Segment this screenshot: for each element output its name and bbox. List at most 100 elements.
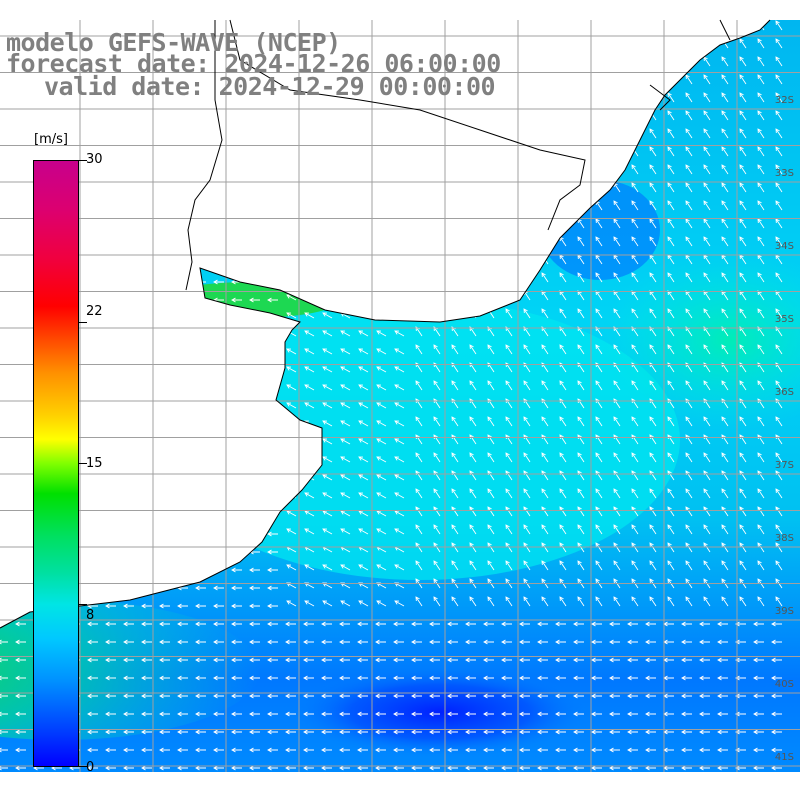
wind-arrow: [195, 747, 206, 753]
wind-arrow: [15, 675, 26, 681]
wind-arrow: [681, 729, 692, 735]
wind-arrow: [447, 675, 458, 681]
wind-arrow: [505, 110, 513, 121]
wind-arrow: [703, 74, 711, 85]
wind-arrow: [721, 524, 729, 535]
wind-arrow: [286, 132, 297, 139]
wind-arrow: [775, 308, 783, 319]
wind-arrow: [322, 564, 333, 571]
wind-arrow: [447, 621, 458, 627]
wind-arrow: [555, 729, 566, 735]
wind-arrow: [649, 506, 657, 517]
wind-arrow: [141, 135, 152, 141]
wind-arrow: [267, 423, 278, 429]
wind-arrow: [667, 416, 675, 427]
wind-arrow: [303, 621, 314, 627]
wind-arrow: [577, 488, 585, 499]
wind-arrow: [141, 603, 152, 609]
wind-arrow: [357, 765, 368, 771]
wind-arrow: [375, 765, 386, 771]
wind-arrow: [33, 117, 44, 123]
wind-arrow: [501, 765, 512, 771]
wind-arrow: [321, 747, 332, 753]
wind-arrow: [267, 711, 278, 717]
colorbar-tick: [79, 321, 87, 323]
wind-arrow: [286, 456, 297, 463]
wind-arrow: [177, 315, 188, 321]
wind-arrow: [667, 560, 675, 571]
wind-arrow: [340, 366, 351, 373]
wind-arrow: [87, 477, 98, 483]
wind-arrow: [541, 452, 549, 463]
wind-arrow: [757, 380, 765, 391]
wind-arrow: [141, 747, 152, 753]
wind-arrow: [685, 452, 693, 463]
wind-arrow: [537, 693, 548, 699]
wind-arrow: [555, 639, 566, 645]
wind-arrow: [541, 416, 549, 427]
wind-arrow: [523, 344, 531, 355]
wind-arrow: [213, 459, 224, 465]
wind-arrow: [213, 495, 224, 501]
wind-arrow: [231, 765, 242, 771]
wind-arrow: [685, 380, 693, 391]
wind-arrow: [304, 330, 315, 337]
wind-arrow: [141, 153, 152, 159]
wind-arrow: [0, 387, 8, 393]
wind-arrow: [465, 711, 476, 717]
wind-arrow: [213, 333, 224, 339]
wind-arrow: [15, 513, 26, 519]
wind-arrow: [321, 639, 332, 645]
wind-arrow: [649, 56, 657, 67]
lat-label: 33S: [774, 168, 794, 179]
wind-arrow: [304, 168, 315, 175]
wind-arrow: [433, 200, 441, 211]
wind-arrow: [739, 92, 747, 103]
wind-arrow: [487, 452, 495, 463]
wind-arrow: [775, 92, 783, 103]
wind-arrow: [322, 240, 333, 247]
wind-arrow: [591, 621, 602, 627]
wind-arrow: [699, 621, 710, 627]
wind-arrow: [231, 189, 242, 195]
wind-arrow: [667, 74, 675, 85]
wind-arrow: [685, 344, 693, 355]
wind-arrow: [0, 189, 8, 195]
wind-arrow: [451, 344, 459, 355]
wind-arrow: [451, 110, 459, 121]
wind-arrow: [123, 549, 134, 555]
wind-arrow: [721, 380, 729, 391]
wind-arrow: [649, 182, 657, 193]
wind-arrow: [699, 711, 710, 717]
wind-arrow: [753, 747, 764, 753]
wind-arrow: [685, 200, 693, 211]
wind-arrow: [357, 747, 368, 753]
wind-arrow: [141, 621, 152, 627]
wind-arrow: [195, 531, 206, 537]
wind-arrow: [771, 765, 782, 771]
wind-arrow: [469, 254, 477, 265]
wind-arrow: [249, 495, 260, 501]
wind-arrow: [376, 132, 387, 139]
wind-arrow: [231, 693, 242, 699]
wind-arrow: [519, 657, 530, 663]
wind-arrow: [465, 675, 476, 681]
wind-arrow: [631, 488, 639, 499]
wind-arrow: [376, 42, 387, 49]
wind-arrow: [667, 110, 675, 121]
wind-arrow: [775, 524, 783, 535]
wind-arrow: [0, 657, 8, 663]
wind-arrow: [523, 110, 531, 121]
wind-arrow: [87, 639, 98, 645]
wind-arrow: [322, 114, 333, 121]
wind-arrow: [537, 639, 548, 645]
wind-arrow: [195, 135, 206, 141]
wind-arrow: [703, 146, 711, 157]
wind-arrow: [213, 369, 224, 375]
wind-arrow: [721, 506, 729, 517]
wind-arrow: [303, 693, 314, 699]
wind-arrow: [376, 222, 387, 229]
wind-arrow: [523, 38, 531, 49]
wind-arrow: [213, 189, 224, 195]
wind-arrow: [613, 38, 621, 49]
